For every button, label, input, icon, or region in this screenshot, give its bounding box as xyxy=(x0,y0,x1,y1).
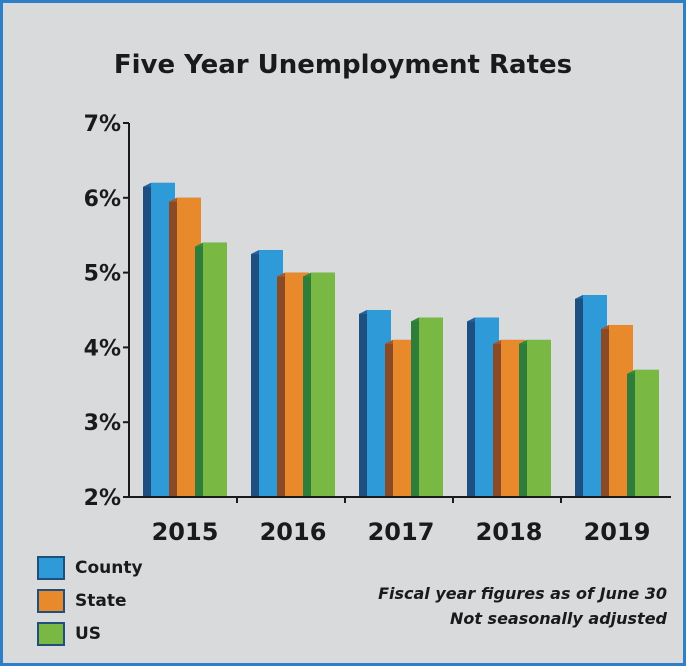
bar-us-2015 xyxy=(195,242,227,497)
legend-swatch-us xyxy=(37,622,65,646)
bar-side xyxy=(143,182,151,497)
legend-item-state: State xyxy=(37,589,143,613)
legend: County State US xyxy=(37,556,143,655)
x-axis: 2015 2016 2017 2018 2019 xyxy=(129,496,671,546)
legend-label-state: State xyxy=(75,591,127,611)
y-axis: 2% 3% 4% 5% 6% 7% xyxy=(84,112,130,511)
bar-side xyxy=(359,310,367,497)
bar-side xyxy=(169,197,177,498)
bar-front xyxy=(527,339,551,497)
bar-side xyxy=(575,295,583,497)
bars xyxy=(143,182,659,498)
y-tick-label: 4% xyxy=(84,336,121,361)
bar-side xyxy=(493,339,501,497)
legend-item-county: County xyxy=(37,556,143,580)
bar-side xyxy=(411,317,419,497)
y-tick-label: 6% xyxy=(84,187,121,212)
bar-side xyxy=(601,324,609,497)
bar-us-2018 xyxy=(519,339,551,497)
bar-front xyxy=(635,369,659,497)
legend-swatch-state xyxy=(37,589,65,613)
footnote-fiscal-year: Fiscal year figures as of June 30 xyxy=(378,584,667,603)
bar-front xyxy=(311,272,335,497)
x-tick-label-2018: 2018 xyxy=(476,518,543,546)
bar-front xyxy=(419,317,443,497)
bar-side xyxy=(195,242,203,497)
y-tick-label: 7% xyxy=(84,112,121,137)
y-tick-label: 2% xyxy=(84,486,121,511)
x-tick-label-2017: 2017 xyxy=(368,518,435,546)
x-tick-label-2019: 2019 xyxy=(584,518,651,546)
y-tick-label: 3% xyxy=(84,411,121,436)
footnotes: Fiscal year figures as of June 30 Not se… xyxy=(378,581,667,631)
bar-side xyxy=(303,272,311,497)
bar-side xyxy=(251,250,259,497)
legend-label-county: County xyxy=(75,558,143,578)
bar-side xyxy=(277,272,285,497)
bar-front xyxy=(203,242,227,497)
bar-us-2016 xyxy=(303,272,335,497)
bar-us-2017 xyxy=(411,317,443,497)
bar-side xyxy=(519,339,527,497)
bar-side xyxy=(467,317,475,497)
legend-item-us: US xyxy=(37,622,143,646)
x-tick-label-2015: 2015 xyxy=(152,518,219,546)
legend-swatch-county xyxy=(37,556,65,580)
bar-chart: Five Year Unemployment Rates 2% 3% 4% 5% 6% 7… xyxy=(84,50,671,546)
bar-us-2019 xyxy=(627,369,659,497)
footnote-seasonal: Not seasonally adjusted xyxy=(449,609,667,628)
legend-label-us: US xyxy=(75,624,102,644)
x-tick-label-2016: 2016 xyxy=(260,518,327,546)
bar-side xyxy=(627,369,635,497)
bar-side xyxy=(385,339,393,497)
chart-title: Five Year Unemployment Rates xyxy=(114,50,572,80)
y-tick-label: 5% xyxy=(84,262,121,287)
